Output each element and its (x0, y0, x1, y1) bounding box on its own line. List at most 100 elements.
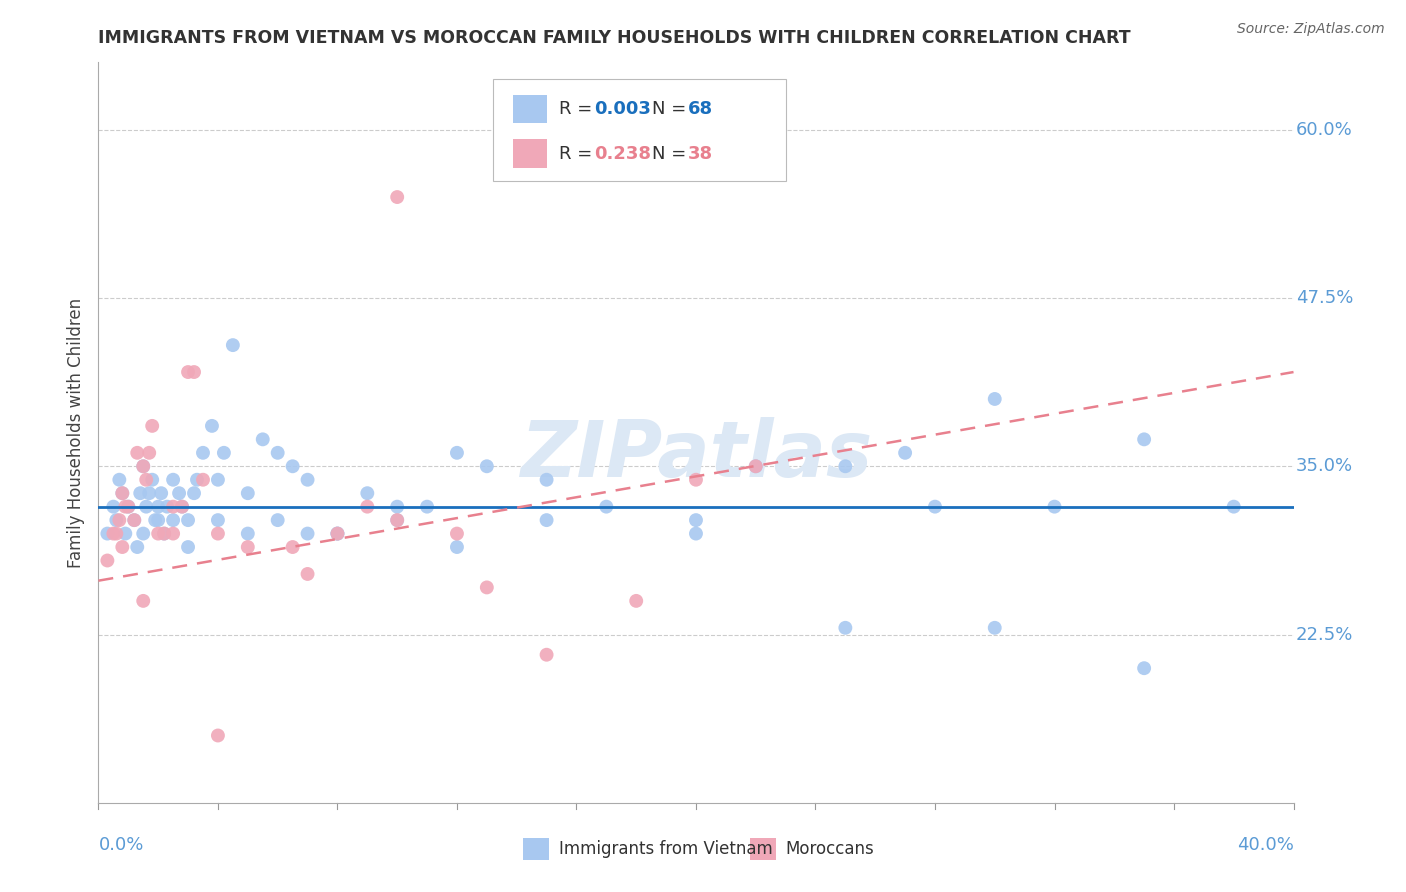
Text: 0.238: 0.238 (595, 145, 651, 162)
Point (446, 540, 468, 554)
Text: ZIPatlas: ZIPatlas (520, 417, 872, 493)
Point (356, 486, 378, 500)
Point (143, 513, 166, 527)
Point (326, 526, 349, 541)
Point (108, 513, 131, 527)
Text: 0.003: 0.003 (595, 100, 651, 118)
Point (207, 513, 229, 527)
Text: 22.5%: 22.5% (1296, 625, 1354, 643)
FancyBboxPatch shape (513, 139, 547, 168)
Text: 38: 38 (688, 145, 713, 162)
Point (105, 526, 128, 541)
Text: Source: ZipAtlas.com: Source: ZipAtlas.com (1237, 22, 1385, 37)
Point (267, 513, 290, 527)
Point (385, 513, 409, 527)
Point (326, 526, 349, 541)
Point (108, 473, 131, 487)
Point (834, 459, 856, 474)
Point (132, 526, 155, 541)
Point (183, 486, 205, 500)
Text: R =: R = (558, 145, 598, 162)
FancyBboxPatch shape (513, 95, 547, 123)
Point (103, 526, 125, 541)
Point (162, 526, 184, 541)
Point (186, 473, 208, 487)
Point (236, 540, 259, 554)
Text: 60.0%: 60.0% (1296, 120, 1353, 139)
Point (685, 513, 707, 527)
Point (111, 486, 134, 500)
Point (111, 540, 134, 554)
Point (201, 418, 224, 433)
Point (117, 500, 139, 514)
Point (626, 594, 648, 608)
Point (132, 459, 155, 474)
Point (127, 446, 149, 460)
Point (385, 513, 409, 527)
Point (1133, 433, 1156, 447)
Point (132, 459, 155, 474)
Y-axis label: Family Households with Children: Family Households with Children (66, 298, 84, 567)
Point (191, 473, 214, 487)
Point (191, 446, 214, 460)
Text: N =: N = (652, 100, 692, 118)
Point (114, 500, 136, 514)
Text: N =: N = (652, 145, 692, 162)
Point (177, 365, 200, 379)
Point (96, 553, 118, 567)
Point (141, 418, 163, 433)
Point (1223, 500, 1246, 514)
Point (132, 594, 155, 608)
Point (162, 513, 184, 527)
Point (177, 513, 200, 527)
Point (135, 500, 157, 514)
Point (356, 500, 378, 514)
Point (297, 566, 319, 581)
Text: Moroccans: Moroccans (786, 839, 875, 858)
Point (416, 500, 439, 514)
Point (924, 500, 946, 514)
Point (222, 338, 245, 352)
Point (446, 446, 468, 460)
Point (984, 621, 1007, 635)
Point (183, 365, 205, 379)
Point (984, 392, 1007, 406)
Point (167, 486, 190, 500)
Point (236, 526, 259, 541)
Point (156, 500, 179, 514)
Point (385, 190, 409, 204)
Point (536, 648, 558, 662)
Text: 0.0%: 0.0% (98, 836, 143, 855)
Point (281, 459, 304, 474)
FancyBboxPatch shape (494, 78, 786, 181)
FancyBboxPatch shape (523, 838, 548, 860)
Point (172, 500, 194, 514)
Point (207, 526, 229, 541)
Point (124, 513, 146, 527)
Text: 47.5%: 47.5% (1296, 289, 1354, 307)
Point (281, 540, 304, 554)
Point (138, 446, 160, 460)
Point (745, 459, 768, 474)
Point (105, 513, 128, 527)
Point (162, 473, 184, 487)
Point (475, 581, 498, 595)
Point (135, 473, 157, 487)
Point (894, 446, 917, 460)
Point (117, 500, 139, 514)
Text: R =: R = (558, 100, 598, 118)
Point (124, 513, 146, 527)
Point (207, 729, 229, 743)
Point (297, 526, 319, 541)
Point (153, 526, 176, 541)
Text: 40.0%: 40.0% (1237, 836, 1294, 855)
Point (103, 500, 125, 514)
Text: 68: 68 (688, 100, 713, 118)
Point (326, 526, 349, 541)
Point (162, 500, 184, 514)
Point (141, 473, 163, 487)
Point (148, 500, 170, 514)
Point (138, 486, 160, 500)
Point (212, 446, 235, 460)
Point (536, 513, 558, 527)
